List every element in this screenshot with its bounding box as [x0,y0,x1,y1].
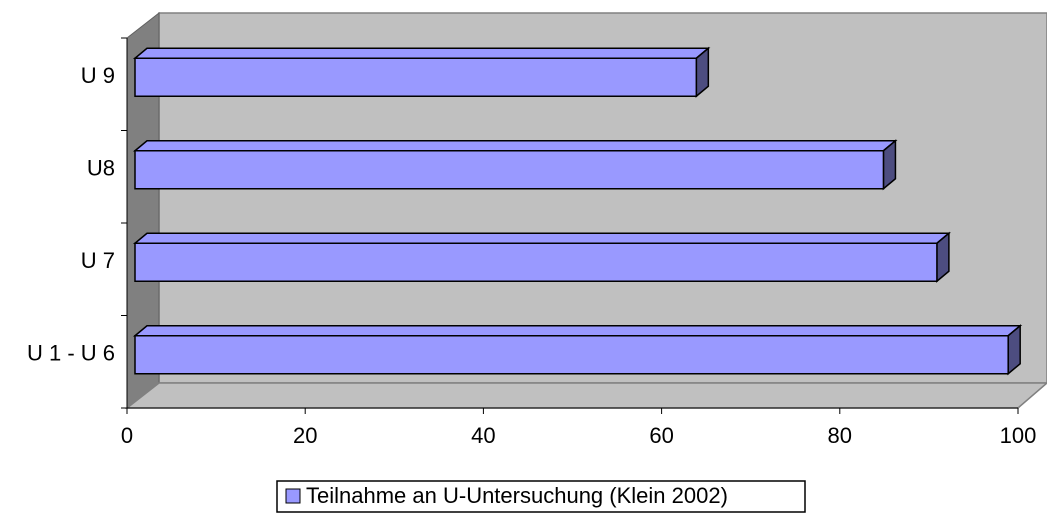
x-tick-label: 100 [1000,423,1037,448]
y-tick-label: U 7 [81,248,115,273]
x-tick-label: 80 [828,423,852,448]
bar-top [132,140,898,152]
bar [132,139,898,191]
bar-front [134,242,938,282]
bar [132,46,711,98]
bar-front [134,150,885,190]
x-tick-label: 60 [649,423,673,448]
floor [124,382,1047,409]
y-tick-label: U8 [87,156,115,181]
x-tick-label: 20 [293,423,317,448]
bar [132,324,1023,376]
y-tick-label: U 1 - U 6 [27,341,115,366]
legend-swatch [285,488,301,504]
bar-front [134,335,1009,375]
bar-top [132,325,1023,337]
bar [132,231,951,283]
x-tick-label: 0 [121,423,133,448]
legend [276,480,806,513]
y-tick-label: U 9 [81,63,115,88]
bar-top [132,232,951,244]
bar-top [132,47,711,59]
x-tick-label: 40 [471,423,495,448]
bar-front [134,57,698,97]
legend-label: Teilnahme an U-Untersuchung (Klein 2002) [306,483,728,508]
